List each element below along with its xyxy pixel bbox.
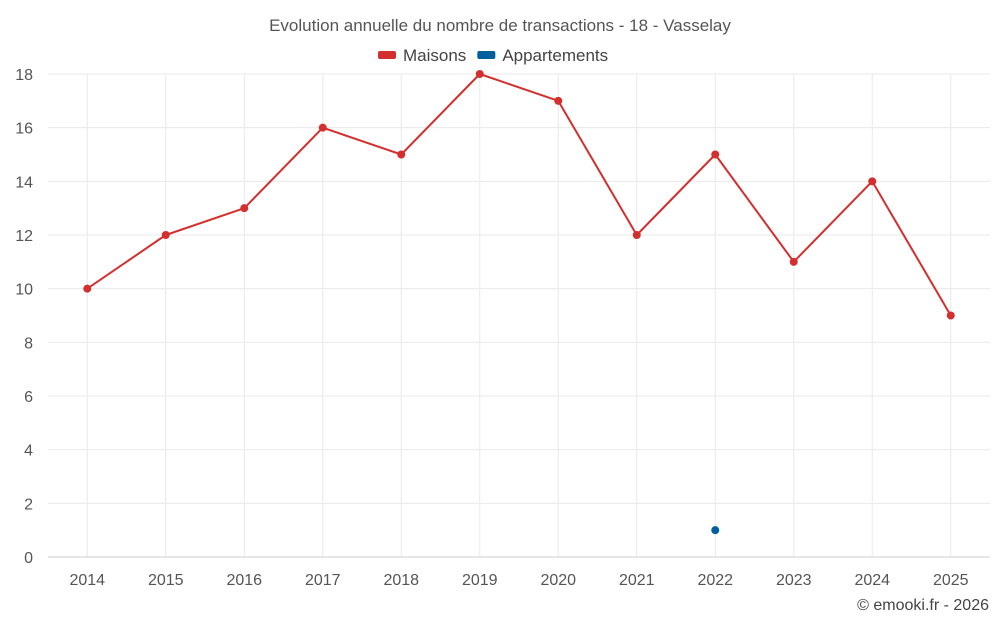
y-tick-label: 4 xyxy=(24,443,33,460)
series-layer xyxy=(83,70,955,535)
x-tick-label: 2018 xyxy=(383,572,419,589)
legend-label-maisons: Maisons xyxy=(403,46,466,65)
data-point-maisons-2016[interactable] xyxy=(240,204,249,213)
data-point-maisons-2023[interactable] xyxy=(789,257,798,266)
data-point-maisons-2017[interactable] xyxy=(318,123,327,132)
series-appartements xyxy=(711,526,720,535)
x-tick-label: 2023 xyxy=(776,572,812,589)
y-tick-label: 2 xyxy=(24,496,33,513)
x-axis-ticks: 2014 2015 2016 2017 2018 2019 2020 2021 2022 2023… xyxy=(69,572,968,589)
series-line-maisons xyxy=(86,73,952,317)
y-tick-label: 8 xyxy=(24,335,33,352)
y-gridlines xyxy=(48,73,990,558)
y-tick-label: 12 xyxy=(15,228,33,245)
data-point-maisons-2014[interactable] xyxy=(83,284,92,293)
data-point-maisons-2022[interactable] xyxy=(711,150,720,159)
legend-item-maisons[interactable]: Maisons xyxy=(378,46,466,65)
data-point-maisons-2015[interactable] xyxy=(161,231,170,239)
data-point-maisons-2025[interactable] xyxy=(946,311,955,320)
legend[interactable]: Maisons Appartements xyxy=(378,46,608,65)
x-tick-label: 2025 xyxy=(933,572,969,589)
credit-text: © emooki.fr - 2026 xyxy=(857,597,989,614)
x-tick-label: 2016 xyxy=(226,572,262,589)
x-tick-label: 2019 xyxy=(462,572,498,589)
x-gridlines xyxy=(86,74,952,557)
x-tick-label: 2021 xyxy=(619,572,655,589)
x-tick-label: 2024 xyxy=(854,572,890,589)
data-point-maisons-2021[interactable] xyxy=(632,231,641,239)
y-tick-label: 16 xyxy=(15,121,33,138)
x-tick-label: 2020 xyxy=(540,572,576,589)
x-tick-label: 2017 xyxy=(305,572,341,589)
data-point-maisons-2020[interactable] xyxy=(554,96,563,105)
series-maisons xyxy=(83,70,955,320)
y-tick-label: 18 xyxy=(15,67,33,84)
legend-swatch-appartements xyxy=(477,51,496,59)
legend-label-appartements: Appartements xyxy=(502,46,608,65)
y-tick-label: 0 xyxy=(24,550,33,567)
data-point-maisons-2019[interactable] xyxy=(475,70,484,78)
data-point-maisons-2018[interactable] xyxy=(397,150,406,159)
y-tick-label: 6 xyxy=(24,389,33,406)
legend-item-appartements[interactable]: Appartements xyxy=(477,46,608,65)
y-axis-ticks: 0 2 4 6 8 10 12 14 16 18 xyxy=(15,67,33,567)
data-point-maisons-2024[interactable] xyxy=(868,177,877,186)
y-tick-label: 10 xyxy=(15,282,33,299)
chart-title: Evolution annuelle du nombre de transact… xyxy=(269,16,731,35)
x-tick-label: 2014 xyxy=(69,572,105,589)
x-tick-label: 2015 xyxy=(148,572,184,589)
legend-swatch-maisons xyxy=(378,51,396,59)
data-point-appartements-2022[interactable] xyxy=(711,526,720,535)
x-tick-label: 2022 xyxy=(697,572,733,589)
y-tick-label: 14 xyxy=(15,174,33,191)
